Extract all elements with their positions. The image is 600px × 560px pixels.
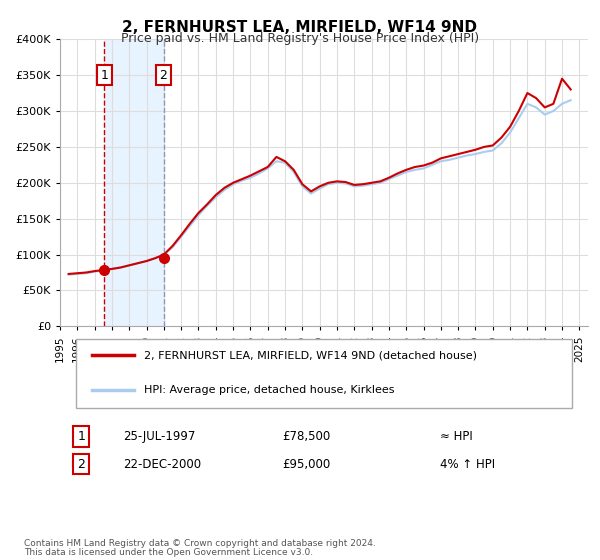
Text: Price paid vs. HM Land Registry's House Price Index (HPI): Price paid vs. HM Land Registry's House … (121, 32, 479, 45)
Text: £78,500: £78,500 (282, 430, 330, 443)
Text: £95,000: £95,000 (282, 458, 330, 470)
Text: HPI: Average price, detached house, Kirklees: HPI: Average price, detached house, Kirk… (145, 385, 395, 395)
Text: 25-JUL-1997: 25-JUL-1997 (124, 430, 196, 443)
FancyBboxPatch shape (76, 339, 572, 408)
Bar (104, 39, 164, 326)
Text: 22-DEC-2000: 22-DEC-2000 (124, 458, 202, 470)
Text: This data is licensed under the Open Government Licence v3.0.: This data is licensed under the Open Gov… (24, 548, 313, 557)
Text: 2: 2 (77, 458, 85, 470)
Text: ≈ HPI: ≈ HPI (440, 430, 473, 443)
Text: 2: 2 (160, 68, 167, 82)
Text: 1: 1 (100, 68, 108, 82)
Text: 2, FERNHURST LEA, MIRFIELD, WF14 9ND: 2, FERNHURST LEA, MIRFIELD, WF14 9ND (122, 20, 478, 35)
Text: 1: 1 (77, 430, 85, 443)
Text: Contains HM Land Registry data © Crown copyright and database right 2024.: Contains HM Land Registry data © Crown c… (24, 539, 376, 548)
Text: 2, FERNHURST LEA, MIRFIELD, WF14 9ND (detached house): 2, FERNHURST LEA, MIRFIELD, WF14 9ND (de… (145, 351, 478, 361)
Text: 4% ↑ HPI: 4% ↑ HPI (440, 458, 495, 470)
